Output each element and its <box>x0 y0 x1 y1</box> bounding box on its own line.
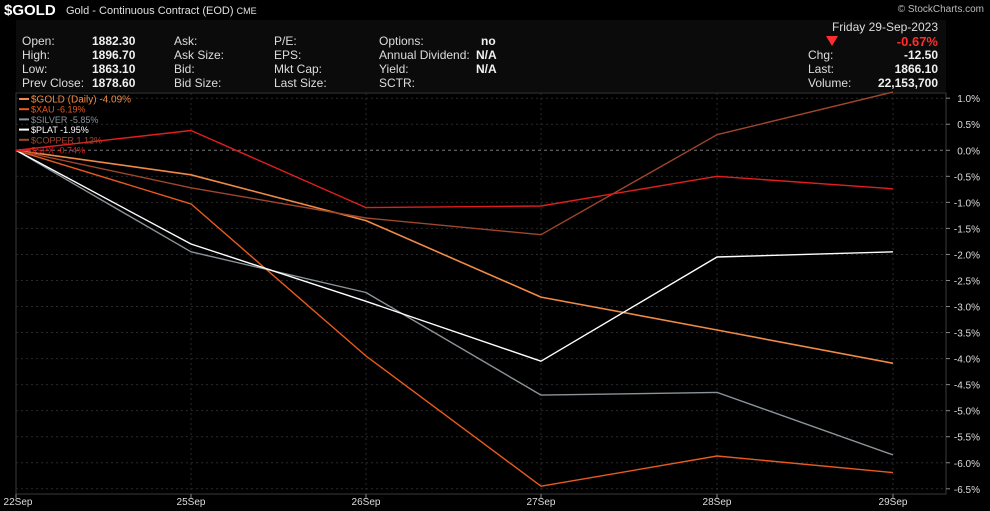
y-tick-label: -3.5% <box>954 329 980 340</box>
volume-label: Volume: <box>808 76 852 90</box>
y-tick-label: 0.0% <box>957 146 980 157</box>
y-tick-label: -6.0% <box>954 459 980 470</box>
legend-label: $GOLD (Daily) -4.09% <box>31 95 131 106</box>
dividend-value: N/A <box>476 48 497 62</box>
chg-value: -12.50 <box>903 48 938 62</box>
mkt-cap-label: Mkt Cap: <box>274 62 323 76</box>
legend-label: $SPX -0.74% <box>31 146 85 156</box>
quote-panel: Open: 1882.30 High: 1896.70 Low: 1863.10… <box>16 20 946 92</box>
x-tick-label: 28Sep <box>703 497 732 508</box>
down-arrow-icon <box>826 36 838 46</box>
y-tick-label: -4.0% <box>954 355 980 366</box>
bid-label: Bid: <box>174 62 195 76</box>
plot-frame <box>15 92 947 495</box>
options-label: Options: <box>379 34 424 48</box>
low-value: 1863.10 <box>92 62 136 76</box>
grid-lines <box>15 92 947 495</box>
high-label: High: <box>22 48 51 62</box>
chg-label: Chg: <box>808 48 834 62</box>
legend: $GOLD (Daily) -4.09%$XAU -6.19%$SILVER -… <box>19 95 131 156</box>
description-text: Gold - Continuous Contract (EOD) <box>66 5 234 17</box>
sctr-label: SCTR: <box>379 76 415 90</box>
y-tick-label: -3.0% <box>954 303 980 314</box>
brand-watermark: © StockCharts.com <box>897 4 984 15</box>
series-line-plat <box>15 149 894 362</box>
y-tick-label: 1.0% <box>957 94 980 105</box>
legend-label: $COPPER 1.12% <box>31 135 102 145</box>
yield-value: N/A <box>476 62 497 76</box>
prev-close-value: 1878.60 <box>92 76 136 90</box>
y-tick-label: 0.5% <box>957 120 980 131</box>
yield-label: Yield: <box>379 62 409 76</box>
y-tick-label: -5.0% <box>954 407 980 418</box>
x-tick-label: 26Sep <box>352 497 381 508</box>
exchange-label: CME <box>236 6 257 16</box>
series-line-copper <box>15 91 894 236</box>
x-tick-label: 29Sep <box>879 497 908 508</box>
contract-description: Gold - Continuous Contract (EOD) CME <box>66 5 257 17</box>
dividend-label: Annual Dividend: <box>379 48 470 62</box>
bid-size-label: Bid Size: <box>174 76 222 90</box>
legend-label: $PLAT -1.95% <box>31 125 89 135</box>
series-line-spx <box>15 129 894 209</box>
y-tick-label: -2.0% <box>954 250 980 261</box>
y-tick-label: -2.5% <box>954 276 980 287</box>
options-value: no <box>481 34 496 48</box>
series-lines <box>15 91 894 487</box>
last-value: 1866.10 <box>894 62 938 76</box>
series-line-xau <box>15 149 894 487</box>
x-tick-label: 22Sep <box>4 497 33 508</box>
quote-date: Friday 29-Sep-2023 <box>831 20 938 34</box>
eps-label: EPS: <box>274 48 302 62</box>
legend-label: $XAU -6.19% <box>31 105 86 115</box>
axes: 1.0% 0.5% 0.0% -0.5% -1.0% -1.5% -2.0% -2.5% -3.… <box>4 94 981 508</box>
open-value: 1882.30 <box>92 34 136 48</box>
change-percent: -0.67% <box>896 34 938 49</box>
series-line-golddaily <box>15 149 894 365</box>
y-tick-label: -1.5% <box>954 224 980 235</box>
last-size-label: Last Size: <box>274 76 327 90</box>
open-label: Open: <box>22 34 55 48</box>
y-tick-label: -0.5% <box>954 172 980 183</box>
chart-header: $GOLD Gold - Continuous Contract (EOD) C… <box>0 0 990 20</box>
series-line-silver <box>15 149 894 456</box>
y-tick-label: -1.0% <box>954 198 980 209</box>
y-tick-label: -6.5% <box>954 485 980 496</box>
prev-close-label: Prev Close: <box>22 76 85 90</box>
x-tick-label: 27Sep <box>527 497 556 508</box>
y-tick-label: -5.5% <box>954 433 980 444</box>
low-label: Low: <box>22 62 48 76</box>
x-tick-label: 25Sep <box>177 497 206 508</box>
ask-size-label: Ask Size: <box>174 48 225 62</box>
symbol-label: $GOLD <box>4 2 56 19</box>
ask-label: Ask: <box>174 34 198 48</box>
pe-label: P/E: <box>274 34 297 48</box>
legend-label: $SILVER -5.85% <box>31 115 98 125</box>
high-value: 1896.70 <box>92 48 136 62</box>
volume-value: 22,153,700 <box>877 76 938 90</box>
last-label: Last: <box>808 62 835 76</box>
y-tick-label: -4.5% <box>954 381 980 392</box>
